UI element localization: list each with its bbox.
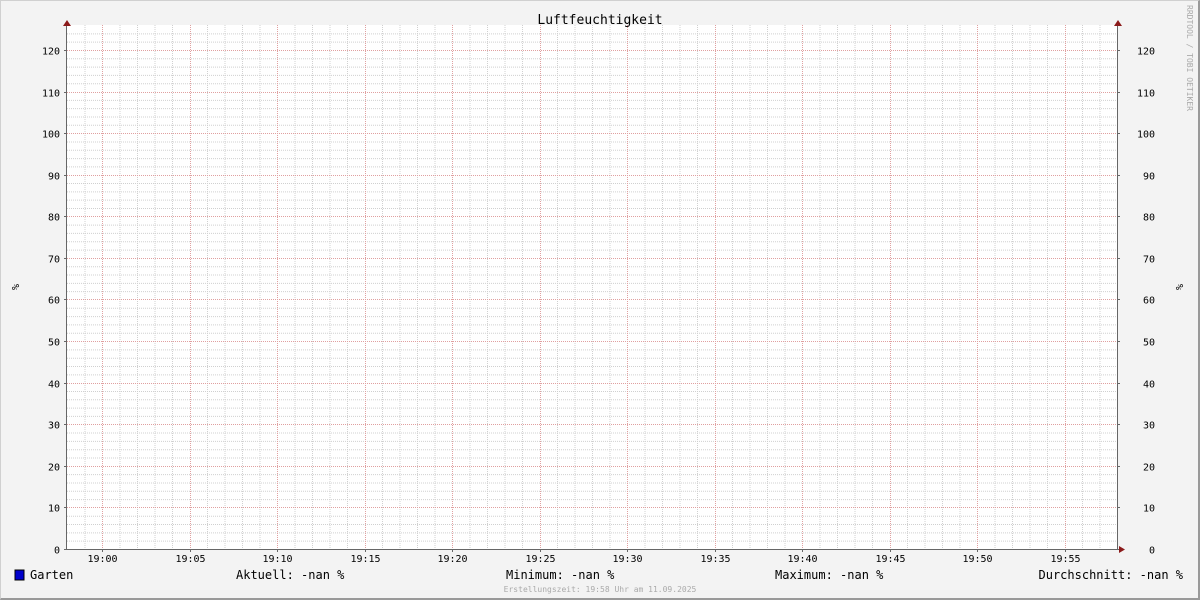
y-axis-label-right: % bbox=[1173, 284, 1184, 290]
y-tick-label-right: 50 bbox=[1143, 338, 1155, 349]
chart-title: Luftfeuchtigkeit bbox=[537, 13, 662, 28]
x-tick-label: 19:25 bbox=[525, 554, 555, 565]
y-tick-label-left: 50 bbox=[48, 338, 60, 349]
y-tick-label-right: 0 bbox=[1149, 546, 1155, 557]
y-tick-label-right: 20 bbox=[1143, 463, 1155, 474]
x-tick-label: 19:45 bbox=[875, 554, 905, 565]
legend-maximum: Maximum: -nan % bbox=[775, 568, 884, 582]
y-tick-label-left: 40 bbox=[48, 380, 60, 391]
x-tick-label: 19:40 bbox=[787, 554, 817, 565]
y-tick-label-right: 80 bbox=[1143, 213, 1155, 224]
y-tick-label-left: 100 bbox=[42, 130, 60, 141]
legend-series-name: Garten bbox=[30, 568, 73, 582]
y-tick-label-left: 20 bbox=[48, 463, 60, 474]
x-tick-label: 19:35 bbox=[700, 554, 730, 565]
y-axis-label-left: % bbox=[9, 284, 20, 290]
y-tick-label-left: 120 bbox=[42, 47, 60, 58]
y-tick-label-right: 10 bbox=[1143, 504, 1155, 515]
footer-timestamp: Erstellungszeit: 19:58 Uhr am 11.09.2025 bbox=[504, 585, 697, 594]
y-axis-arrow-right-icon bbox=[1114, 20, 1122, 26]
x-tick-label: 19:10 bbox=[262, 554, 292, 565]
y-tick-label-left: 0 bbox=[54, 546, 60, 557]
legend-minimum: Minimum: -nan % bbox=[506, 568, 615, 582]
y-tick-label-right: 90 bbox=[1143, 172, 1155, 183]
y-tick-label-left: 80 bbox=[48, 213, 60, 224]
x-axis-arrow-icon bbox=[1119, 546, 1125, 553]
y-tick-label-right: 30 bbox=[1143, 421, 1155, 432]
x-tick-label: 19:15 bbox=[350, 554, 380, 565]
y-tick-label-right: 40 bbox=[1143, 380, 1155, 391]
y-axis-arrow-left-icon bbox=[63, 20, 71, 26]
x-tick-label: 19:30 bbox=[612, 554, 642, 565]
x-tick-label: 19:50 bbox=[962, 554, 992, 565]
y-tick-label-left: 70 bbox=[48, 255, 60, 266]
x-tick-label: 19:20 bbox=[437, 554, 467, 565]
y-tick-label-left: 110 bbox=[42, 89, 60, 100]
y-tick-label-right: 110 bbox=[1137, 89, 1155, 100]
legend-swatch-garten bbox=[14, 569, 25, 581]
watermark: RRDTOOL / TOBI OETIKER bbox=[1185, 5, 1194, 111]
y-tick-label-right: 100 bbox=[1137, 130, 1155, 141]
legend-current: Aktuell: -nan % bbox=[236, 568, 345, 582]
y-tick-label-left: 10 bbox=[48, 504, 60, 515]
y-tick-label-left: 60 bbox=[48, 296, 60, 307]
y-tick-label-right: 120 bbox=[1137, 47, 1155, 58]
x-tick-label: 19:05 bbox=[175, 554, 205, 565]
x-tick-label: 19:55 bbox=[1050, 554, 1080, 565]
y-tick-label-right: 70 bbox=[1143, 255, 1155, 266]
y-tick-label-left: 90 bbox=[48, 172, 60, 183]
legend-average: Durchschnitt: -nan % bbox=[1039, 568, 1184, 582]
y-tick-label-right: 60 bbox=[1143, 296, 1155, 307]
x-tick-label: 19:00 bbox=[87, 554, 117, 565]
y-tick-label-left: 30 bbox=[48, 421, 60, 432]
